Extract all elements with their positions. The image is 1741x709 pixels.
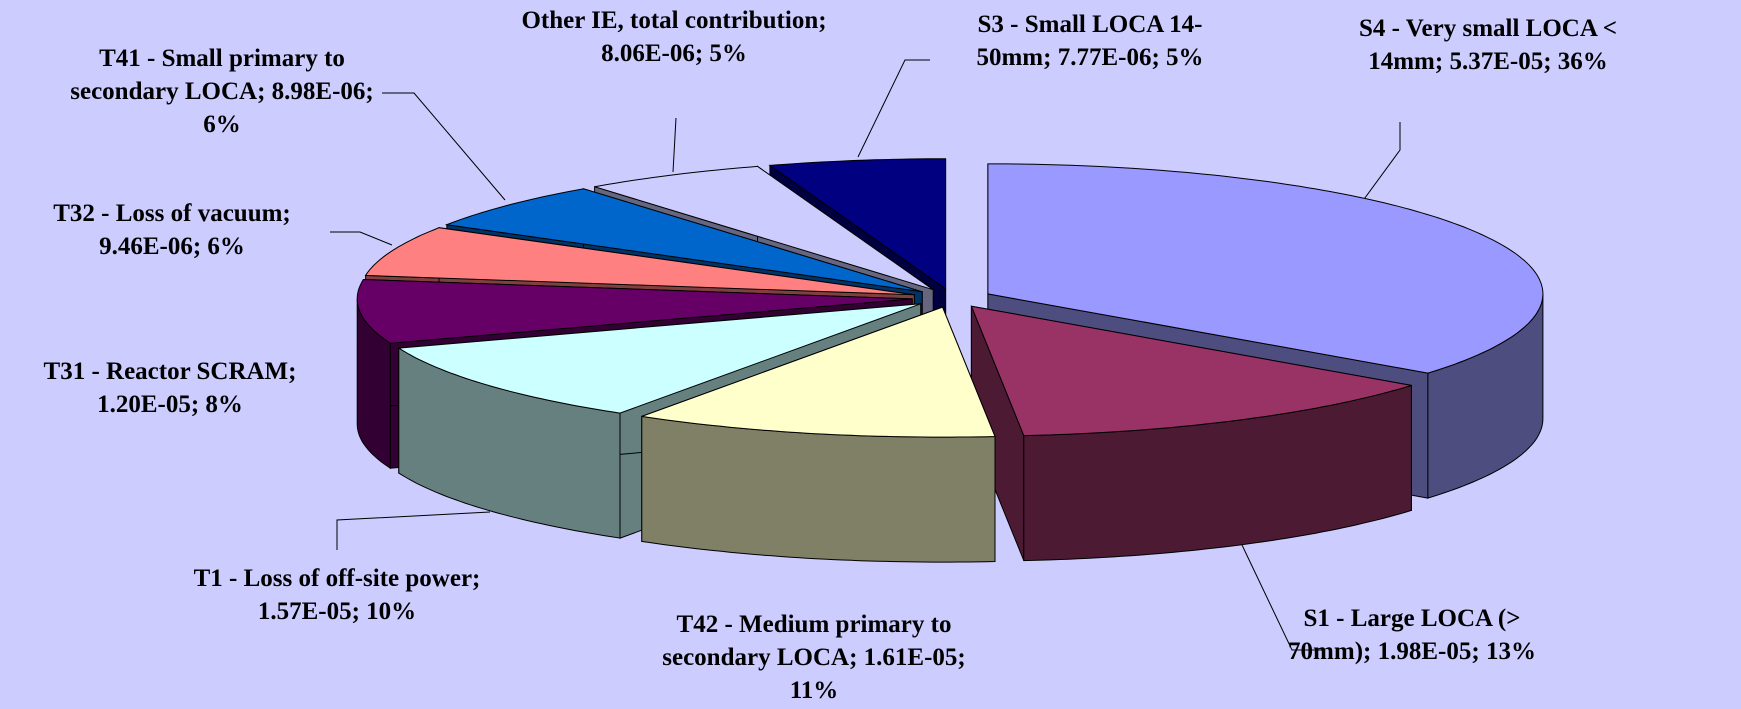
data-label: S3 - Small LOCA 14-50mm; 7.77E-06; 5% xyxy=(945,8,1235,74)
percent-label: 36% xyxy=(1557,48,1608,75)
slice xyxy=(364,227,915,296)
data-label: T32 - Loss of vacuum; 9.46E-06; 6% xyxy=(12,197,332,263)
slice xyxy=(641,306,996,438)
value-label: 8.98E-06; xyxy=(271,78,374,105)
slice xyxy=(594,165,934,291)
data-label: T1 - Loss of off-site power; 1.57E-05; 1… xyxy=(147,562,527,628)
leader-line xyxy=(672,117,677,173)
value-label: 1.20E-05; xyxy=(97,391,200,418)
slice-group xyxy=(641,306,996,563)
category-label: Other IE, total contribution; xyxy=(521,7,827,34)
category-label: T32 - Loss of vacuum; xyxy=(53,200,291,227)
percent-label: 5% xyxy=(709,40,747,67)
slice xyxy=(970,305,1412,437)
leader-line xyxy=(1241,544,1322,651)
category-label: S1 - Large LOCA (> 70mm); xyxy=(1288,605,1521,665)
percent-label: 5% xyxy=(1166,44,1204,71)
slice xyxy=(768,158,947,290)
value-label: 5.37E-05; xyxy=(1449,48,1552,75)
data-label: S1 - Large LOCA (> 70mm); 1.98E-05; 13% xyxy=(1267,602,1557,668)
category-label: S3 - Small LOCA 14-50mm; xyxy=(976,11,1203,71)
slice xyxy=(987,163,1544,374)
slice xyxy=(444,188,923,293)
category-label: T1 - Loss of off-site power; xyxy=(193,565,481,592)
slice xyxy=(397,303,921,414)
leader-line xyxy=(336,511,491,550)
percent-label: 8% xyxy=(205,391,243,418)
percent-label: 6% xyxy=(203,111,241,138)
data-label: T31 - Reactor SCRAM; 1.20E-05; 8% xyxy=(5,355,335,421)
percent-label: 13% xyxy=(1485,638,1536,665)
leader-line xyxy=(382,92,506,201)
percent-label: 10% xyxy=(366,598,417,625)
data-label: S4 - Very small LOCA < 14mm; 5.37E-05; 3… xyxy=(1328,12,1648,78)
category-label: T41 - Small primary to secondary LOCA; xyxy=(70,45,345,105)
value-label: 8.06E-06; xyxy=(601,40,704,67)
category-label: T31 - Reactor SCRAM; xyxy=(43,358,297,385)
leader-line xyxy=(857,59,930,158)
data-label: T42 - Medium primary to secondary LOCA; … xyxy=(642,608,987,707)
slice-side-wall xyxy=(641,415,996,563)
data-label: Other IE, total contribution; 8.06E-06; … xyxy=(519,4,829,70)
value-label: 1.61E-05; xyxy=(863,644,966,671)
value-label: 7.77E-06; xyxy=(1057,44,1160,71)
category-label: T42 - Medium primary to secondary LOCA; xyxy=(662,611,952,671)
leader-lines xyxy=(330,59,1401,651)
category-label: S4 - Very small LOCA < 14mm; xyxy=(1358,15,1618,75)
data-label: T41 - Small primary to secondary LOCA; 8… xyxy=(62,42,382,141)
percent-label: 11% xyxy=(789,677,839,704)
percent-label: 6% xyxy=(207,233,245,260)
value-label: 1.98E-05; xyxy=(1377,638,1480,665)
value-label: 1.57E-05; xyxy=(257,598,360,625)
leader-line xyxy=(330,231,393,246)
value-label: 9.46E-06; xyxy=(99,233,202,260)
slice xyxy=(356,278,913,344)
